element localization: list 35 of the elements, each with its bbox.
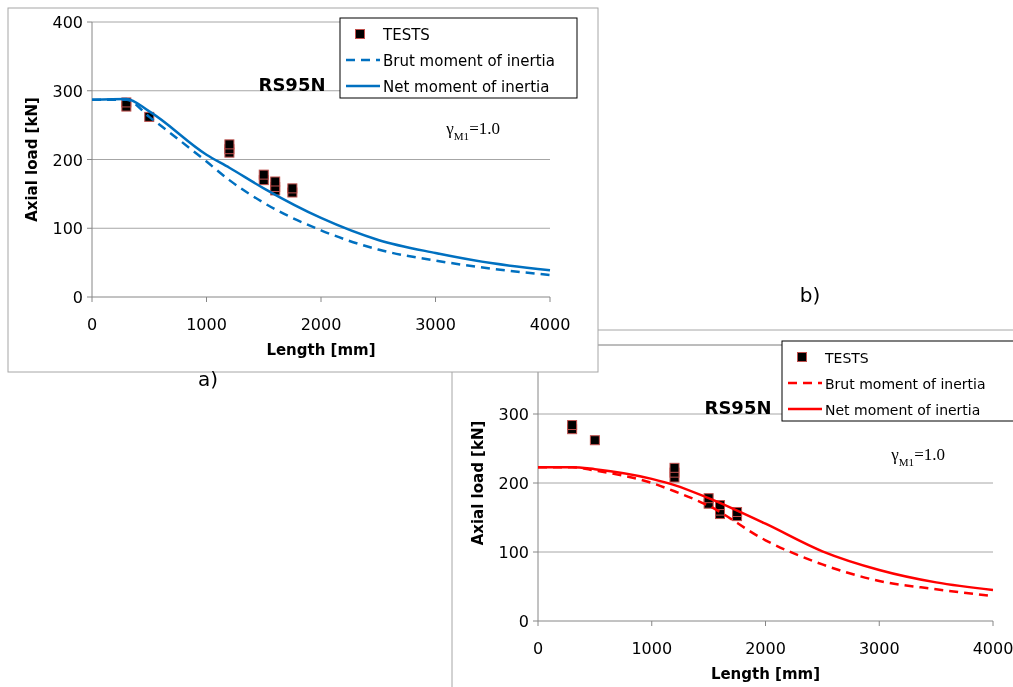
legend-label: Brut moment of inertia: [825, 376, 986, 392]
text: RS95N: [704, 397, 772, 418]
text: b): [799, 283, 821, 307]
legend-label: TESTS: [824, 350, 869, 366]
x-tick-label: 3000: [415, 315, 456, 334]
legend-label: Brut moment of inertia: [383, 52, 555, 70]
x-tick-label: 1000: [186, 315, 227, 334]
y-tick-label: 0: [72, 288, 83, 307]
x-tick-label: 2000: [745, 639, 786, 658]
x-tick-label: 4000: [529, 315, 571, 334]
x-tick-label: 0: [86, 315, 98, 334]
x-tick-label: 2000: [300, 315, 342, 334]
x-tick-label: 4000: [972, 639, 1013, 658]
legend-label: TESTS: [382, 26, 430, 44]
annotation: γ$_{M1}$=1.0: [890, 445, 945, 468]
y-tick-label: 0: [518, 612, 529, 631]
y-tick-label: 400: [52, 13, 83, 32]
y-axis-title: Axial load [kN]: [23, 97, 41, 222]
x-axis-title: Length [mm]: [266, 341, 376, 359]
x-tick-label: 0: [532, 639, 544, 658]
y-tick-label: 100: [498, 543, 529, 562]
x-tick-label: 1000: [631, 639, 673, 658]
text: a): [197, 367, 219, 391]
y-tick-label: 300: [498, 405, 529, 424]
y-tick-label: 300: [52, 81, 83, 101]
text: RS95N: [258, 74, 326, 95]
y-axis-title: Axial load [kN]: [469, 420, 487, 546]
legend-label: Net moment of inertia: [383, 78, 550, 96]
annotation: γ$_{M1}$=1.0: [445, 119, 500, 142]
x-axis-title: Length [mm]: [710, 665, 821, 683]
y-tick-label: 200: [498, 474, 529, 493]
legend-label: Net moment of inertia: [825, 402, 981, 418]
y-tick-label: 100: [52, 219, 83, 239]
y-tick-label: 200: [52, 150, 83, 170]
x-tick-label: 3000: [858, 639, 900, 658]
